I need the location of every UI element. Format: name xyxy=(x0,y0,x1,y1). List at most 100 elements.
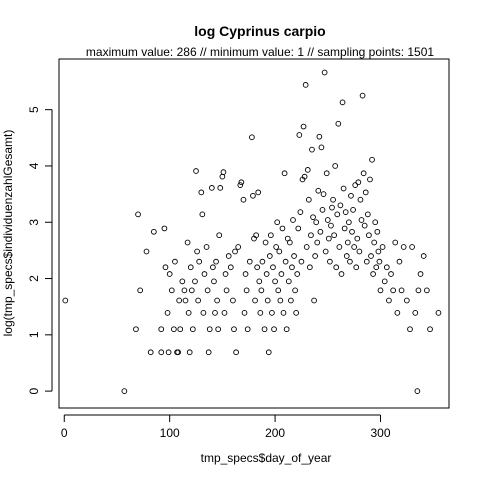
plot-box xyxy=(58,58,450,409)
data-point xyxy=(311,297,317,304)
data-point xyxy=(376,258,383,265)
data-point xyxy=(176,297,183,304)
data-point xyxy=(223,287,230,294)
data-point xyxy=(253,232,259,239)
data-point xyxy=(252,297,258,304)
data-point xyxy=(321,69,328,76)
data-point xyxy=(320,191,327,197)
data-point xyxy=(390,287,396,294)
data-point xyxy=(313,219,320,226)
data-point xyxy=(322,248,329,255)
data-point xyxy=(300,123,307,130)
data-point xyxy=(264,297,271,304)
data-point xyxy=(324,217,331,223)
data-point xyxy=(392,239,399,246)
data-point xyxy=(184,239,191,246)
data-point xyxy=(351,244,357,250)
data-point xyxy=(164,310,171,316)
data-point xyxy=(315,187,322,194)
data-point xyxy=(250,192,256,199)
data-point xyxy=(312,253,318,259)
data-point xyxy=(347,258,353,265)
data-point xyxy=(271,326,277,333)
data-point xyxy=(337,202,344,209)
data-point xyxy=(316,133,323,140)
data-point xyxy=(377,287,384,294)
data-point xyxy=(359,92,366,99)
data-point xyxy=(332,163,339,169)
data-point xyxy=(265,349,272,356)
data-point xyxy=(241,310,248,316)
data-point xyxy=(427,326,433,333)
data-point xyxy=(277,297,284,304)
y-tick-label: 1 xyxy=(27,331,41,338)
data-point xyxy=(233,349,239,356)
data-point xyxy=(187,264,194,271)
data-point xyxy=(409,244,415,250)
data-point xyxy=(195,297,201,304)
data-point xyxy=(303,244,310,250)
data-point xyxy=(356,248,363,255)
data-point xyxy=(317,228,324,235)
data-point xyxy=(203,244,210,250)
data-point xyxy=(225,253,232,259)
data-point xyxy=(270,264,276,271)
data-point xyxy=(383,264,390,271)
data-point xyxy=(327,258,333,265)
y-tick-label: 4 xyxy=(27,162,41,169)
data-point xyxy=(355,179,362,186)
data-point xyxy=(370,271,376,277)
data-point xyxy=(388,271,394,277)
data-point xyxy=(254,264,261,271)
x-tick-label: 0 xyxy=(61,426,68,440)
data-point xyxy=(325,235,332,242)
data-point xyxy=(381,278,388,285)
data-point xyxy=(362,189,369,196)
data-point xyxy=(339,99,346,106)
data-point xyxy=(333,264,340,271)
data-point xyxy=(283,326,290,333)
data-point xyxy=(262,239,269,246)
data-point xyxy=(338,271,345,277)
data-point xyxy=(289,264,295,271)
data-point xyxy=(295,225,302,232)
data-point xyxy=(200,310,207,316)
data-point xyxy=(352,182,359,188)
data-point xyxy=(190,326,196,333)
data-point xyxy=(275,287,282,294)
data-point xyxy=(342,209,349,215)
data-point xyxy=(273,244,279,250)
y-tick-label: 5 xyxy=(27,106,41,113)
data-point xyxy=(372,219,379,226)
data-point xyxy=(199,211,206,218)
data-point xyxy=(205,349,212,356)
data-point xyxy=(369,156,375,163)
data-point xyxy=(318,144,325,151)
data-point xyxy=(243,287,250,294)
data-point xyxy=(263,271,270,277)
data-point xyxy=(368,253,374,259)
data-point xyxy=(175,349,181,356)
data-point xyxy=(373,264,380,271)
x-tick-label: 100 xyxy=(160,426,180,440)
data-point xyxy=(361,222,368,229)
data-point xyxy=(319,207,326,213)
chart-subtitle: maximum value: 286 // minimum value: 1 /… xyxy=(86,45,434,59)
data-point xyxy=(348,192,354,199)
data-point xyxy=(314,239,321,246)
x-tick-label: 200 xyxy=(265,426,285,440)
data-point xyxy=(237,182,244,188)
data-point xyxy=(400,244,407,250)
data-point xyxy=(168,287,175,294)
data-point xyxy=(161,225,168,232)
data-point xyxy=(185,310,192,316)
data-point xyxy=(308,232,314,239)
data-point xyxy=(297,209,304,215)
data-points xyxy=(62,69,442,394)
data-point xyxy=(280,310,287,316)
data-point xyxy=(135,211,141,218)
data-point xyxy=(188,287,195,294)
x-axis: 0 100 200 300 xyxy=(61,414,391,440)
y-tick-label: 0 xyxy=(27,387,41,394)
